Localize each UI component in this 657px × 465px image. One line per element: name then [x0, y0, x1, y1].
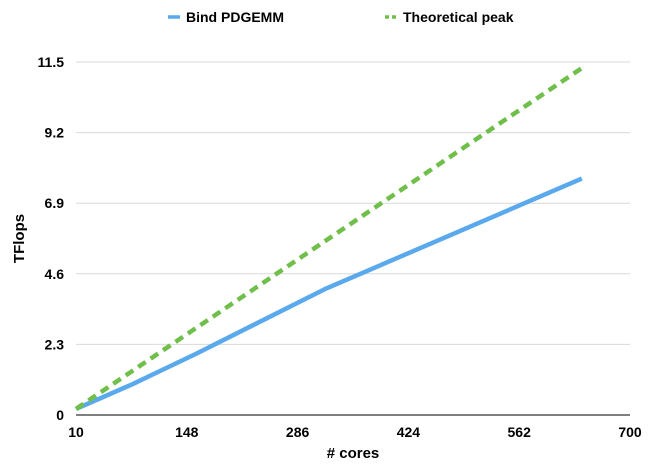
x-tick-label: 286 [286, 424, 310, 440]
x-tick-label: 148 [175, 424, 199, 440]
series-line-2 [74, 66, 584, 411]
y-tick-label: 11.5 [38, 54, 65, 70]
grid-lines [76, 61, 630, 416]
x-tick-label: 10 [68, 424, 84, 440]
y-tick-label: 6.9 [45, 195, 65, 211]
y-tick-label: 4.6 [45, 266, 65, 282]
legend-label-1: Bind PDGEMM [186, 9, 284, 25]
x-tick-label: 562 [508, 424, 532, 440]
series-line-1 [75, 176, 583, 411]
y-tick-label: 2.3 [45, 336, 65, 352]
x-axis-title: # cores [327, 445, 380, 462]
x-axis-ticks: 10 148 286 424 562 700 [68, 424, 642, 440]
legend: Bind PDGEMM Theoretical peak [168, 9, 514, 25]
y-axis-title: TFlops [11, 214, 28, 263]
y-axis-ticks: 0 2.3 4.6 6.9 9.2 11.5 [38, 54, 65, 423]
y-tick-label: 9.2 [45, 125, 65, 141]
legend-label-2: Theoretical peak [403, 9, 514, 25]
x-tick-label: 700 [618, 424, 642, 440]
y-tick-label: 0 [56, 407, 64, 423]
series-lines [74, 66, 584, 411]
x-tick-label: 424 [397, 424, 421, 440]
